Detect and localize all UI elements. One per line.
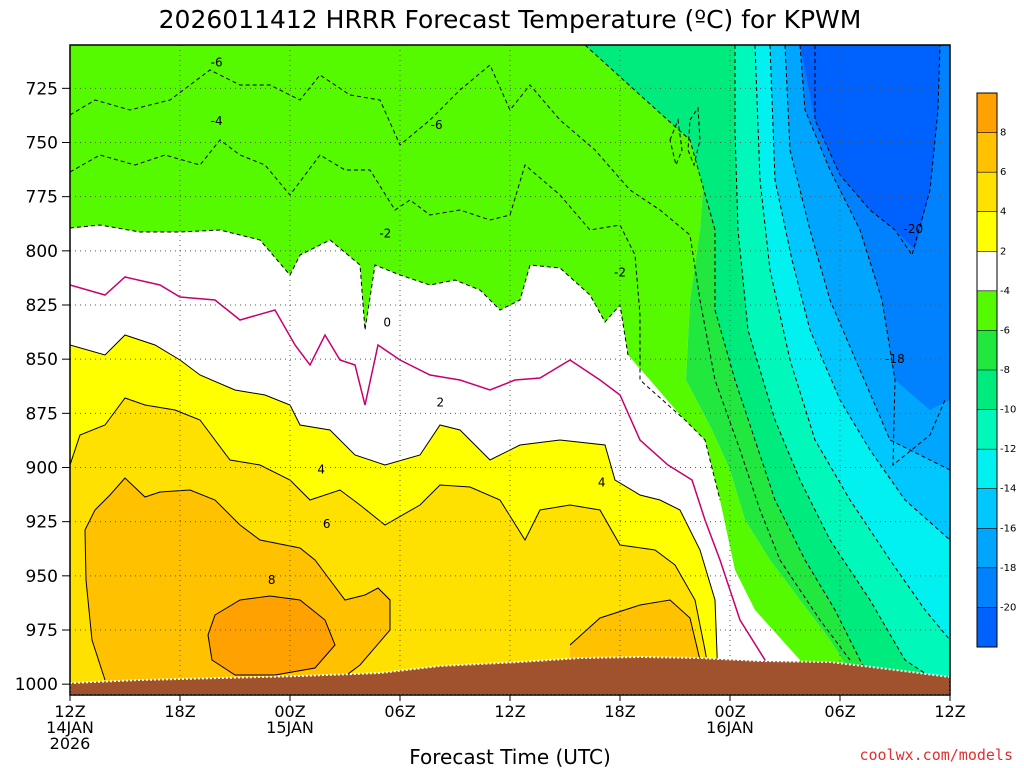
colorbar-swatch	[977, 290, 997, 331]
colorbar-swatch	[977, 251, 997, 292]
y-tick-label: 925	[26, 513, 58, 533]
colorbar-tick-label: -16	[1000, 523, 1016, 534]
x-tick-label: 2026	[50, 734, 91, 753]
x-tick-label: 18Z	[604, 702, 635, 721]
x-tick-label: 12Z	[54, 702, 85, 721]
x-tick-label: 15JAN	[266, 718, 314, 737]
colorbar-tick-label: -20	[1000, 602, 1016, 613]
colorbar-tick-label: 6	[1000, 167, 1006, 178]
y-tick-label: 750	[26, 134, 58, 154]
credit-text: coolwx.com/models	[859, 746, 1013, 764]
colorbar-tick-label: -4	[1000, 286, 1010, 297]
colorbar-tick-label: -18	[1000, 563, 1016, 574]
terrain-surface	[70, 655, 950, 695]
y-tick-label: 850	[26, 350, 58, 370]
contour-label: 0	[383, 315, 391, 329]
y-tick-label: 800	[26, 242, 58, 262]
colorbar-swatch	[977, 567, 997, 608]
colorbar-tick-label: -14	[1000, 484, 1016, 495]
contour-label: -2	[614, 266, 626, 280]
contour-label: -6	[211, 55, 223, 69]
colorbar-swatch	[977, 488, 997, 529]
x-axis-label: Forecast Time (UTC)	[409, 745, 611, 768]
positive-contours	[70, 334, 719, 691]
y-tick-label: 1000	[15, 675, 58, 695]
contour-label: 8	[268, 573, 276, 587]
colorbar-swatch	[977, 330, 997, 371]
x-tick-label: 12Z	[934, 702, 965, 721]
colorbar-tick-label: 2	[1000, 246, 1006, 257]
colorbar-swatch	[977, 172, 997, 213]
y-tick-label: 775	[26, 188, 58, 208]
x-tick-label: 12Z	[494, 702, 525, 721]
colorbar-swatch	[977, 132, 997, 173]
colorbar: 8 6 4 2 -4 -6 -8 -10 -12 -14 -16 -18 -20	[976, 92, 1016, 648]
y-tick-label: 950	[26, 567, 58, 587]
band-minus18-minus20	[800, 45, 940, 250]
x-tick-label: 16JAN	[706, 718, 754, 737]
contour-label: -2	[379, 227, 391, 241]
y-tick-label: 875	[26, 404, 58, 424]
zero-contour	[70, 276, 776, 691]
plot-area	[70, 45, 950, 695]
colorbar-swatch	[977, 93, 997, 134]
negative-contours	[70, 45, 950, 691]
x-tick-label: 00Z	[274, 702, 305, 721]
colorbar-tick-label: -8	[1000, 365, 1010, 376]
colorbar-tick-label: -10	[1000, 405, 1016, 416]
x-tick-label: 06Z	[824, 702, 855, 721]
colorbar-swatch	[977, 370, 997, 411]
colorbar-tick-label: 4	[1000, 207, 1006, 218]
x-tick-label: 18Z	[164, 702, 195, 721]
contour-label: 4	[598, 476, 606, 490]
colorbar-swatch	[977, 409, 997, 450]
colorbar-swatch	[977, 449, 997, 490]
colorbar-swatch	[977, 211, 997, 252]
colorbar-tick-label: 8	[1000, 128, 1006, 139]
contour-label: -6	[431, 118, 443, 132]
colorbar-swatch	[977, 528, 997, 569]
contour-label: 2	[437, 396, 445, 410]
y-tick-label: 900	[26, 459, 58, 479]
x-tick-label: 06Z	[384, 702, 415, 721]
chart-title: 2026011412 HRRR Forecast Temperature (ºC…	[159, 5, 862, 34]
x-tick-label: 14JAN	[46, 718, 94, 737]
y-tick-label: 975	[26, 621, 58, 641]
y-tick-label: 725	[26, 79, 58, 99]
contour-label: 6	[323, 517, 331, 531]
colorbar-tick-label: -12	[1000, 444, 1016, 455]
contour-label: -18	[885, 352, 905, 366]
contour-label: 4	[317, 463, 325, 477]
band-plus8	[208, 596, 335, 675]
x-tick-label: 00Z	[714, 702, 745, 721]
y-tick-label: 825	[26, 296, 58, 316]
colorbar-swatch	[977, 607, 997, 648]
contour-label: -20	[904, 222, 924, 236]
colorbar-tick-label: -6	[1000, 325, 1010, 336]
contour-label: -4	[211, 114, 223, 128]
y-axis: 725 750 775 800 825 850 875 900 925 950 975 1000	[15, 79, 70, 695]
